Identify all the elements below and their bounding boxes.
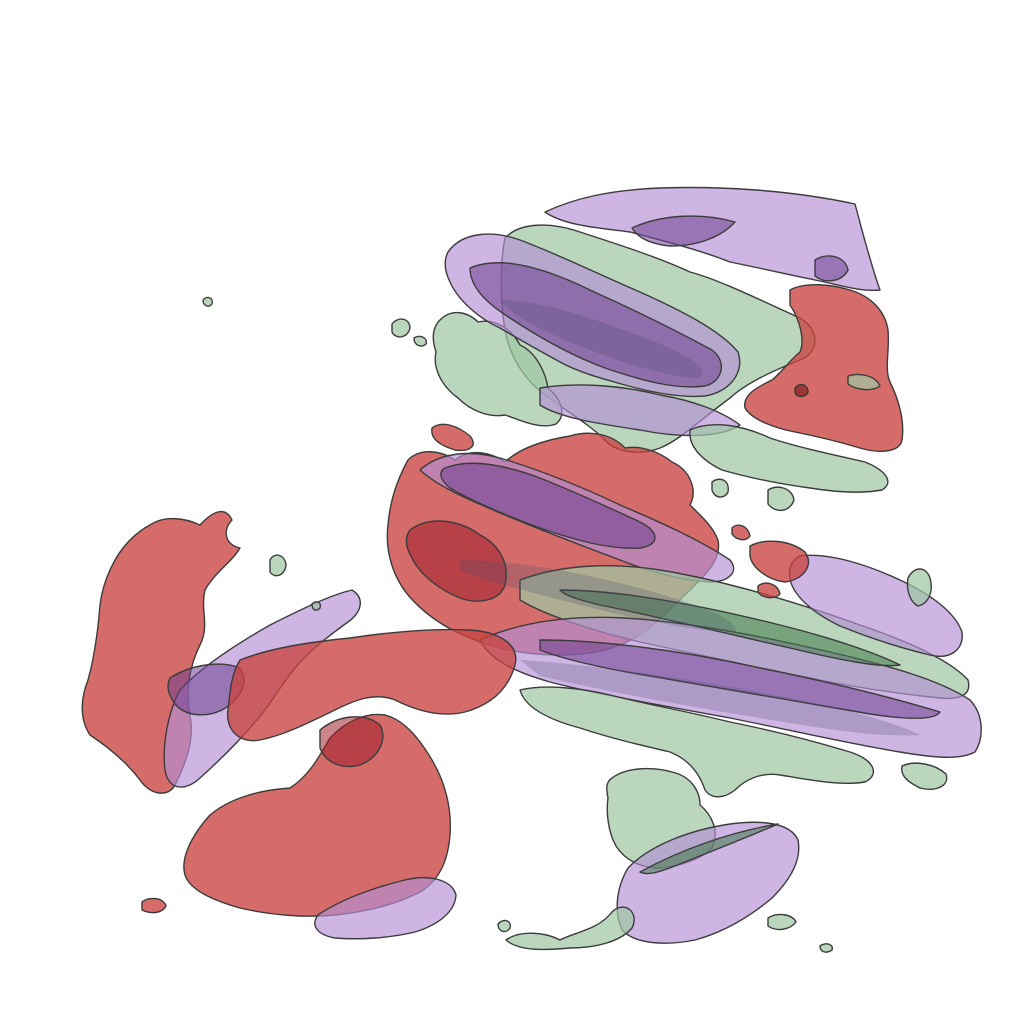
dark-purple-left-slab-core xyxy=(167,663,245,716)
red-flake-right-1 xyxy=(749,540,810,583)
green-blob-small-far xyxy=(202,296,214,307)
red-surface-top-right-block xyxy=(744,284,904,452)
red-flake-right-3 xyxy=(757,582,781,599)
red-surface-hole xyxy=(794,383,809,398)
green-blob-left-small xyxy=(269,554,287,577)
green-surface-bottom-wisp xyxy=(505,906,635,951)
dark-purple-top-fold xyxy=(631,215,736,247)
green-blob-small-2 xyxy=(413,335,427,347)
green-notch-in-red xyxy=(847,373,881,391)
red-flake-right-2 xyxy=(731,524,751,541)
shade-overlay-central xyxy=(460,560,736,632)
green-blob-small-1 xyxy=(391,318,411,338)
green-blob-bottom-small xyxy=(497,919,511,933)
green-blob-bottom-right xyxy=(767,913,797,931)
purple-surface-lower-right-top xyxy=(788,554,963,657)
green-fin-right xyxy=(906,568,932,607)
dark-purple-top-right-lobe xyxy=(814,255,849,282)
red-surface-lower-left-mass xyxy=(183,713,452,917)
red-blob-bottom-left-small xyxy=(141,897,167,914)
dark-red-central-swirl xyxy=(405,520,507,602)
dark-purple-upper-core xyxy=(469,262,722,388)
dark-purple-central-core xyxy=(440,462,656,549)
red-surface-top-flake xyxy=(431,423,474,452)
dark-green-lower-streak xyxy=(559,589,901,667)
green-blob-underhang-right xyxy=(901,762,948,790)
green-blob-right-drip-2 xyxy=(767,486,795,511)
shade-overlay-upper xyxy=(500,300,703,378)
purple-surface-upper-ledge xyxy=(539,384,741,437)
green-blob-right-drip-1 xyxy=(711,478,729,498)
dark-purple-lower-streak xyxy=(539,639,941,719)
shade-overlay-lower xyxy=(520,660,920,736)
green-surface-underhang xyxy=(519,686,875,798)
green-blob-bottom-far-right xyxy=(819,943,833,953)
dark-red-lower-left-swirl xyxy=(319,716,384,768)
dark-green-stripe-lower xyxy=(639,823,779,875)
green-blob-left-tiny xyxy=(311,601,322,611)
red-surface-left-bridge xyxy=(226,628,517,742)
green-surface-right-rim xyxy=(689,424,889,493)
purple-surface-bottom-left xyxy=(314,877,457,940)
